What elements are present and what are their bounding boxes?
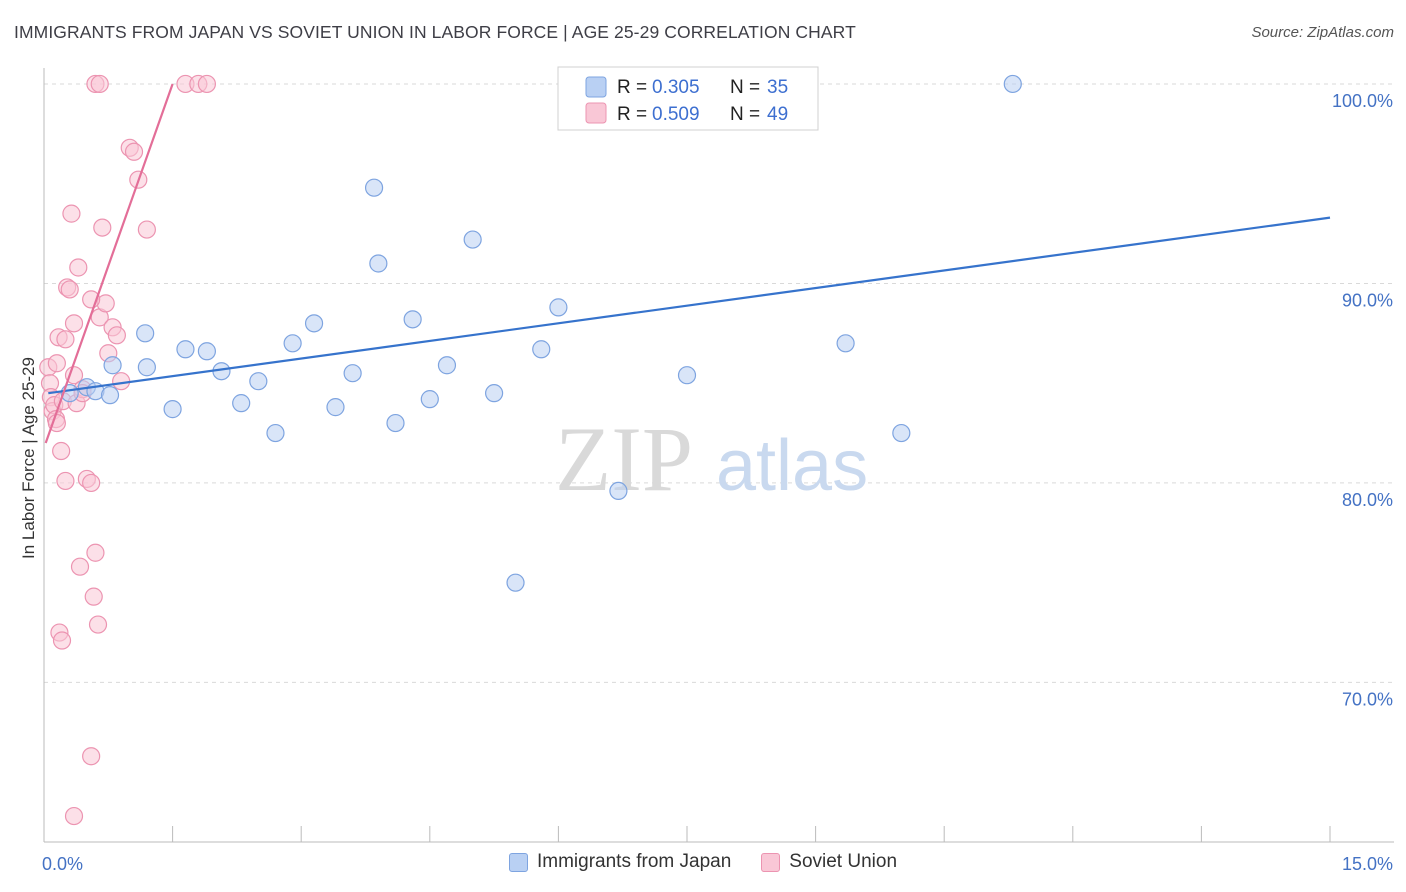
legend-n-label-soviet: N = bbox=[730, 104, 760, 125]
y-tick-labels: 100.0% 90.0% 80.0% 70.0% bbox=[1332, 91, 1393, 709]
japan-point bbox=[892, 423, 911, 443]
soviet-union-point bbox=[56, 471, 75, 491]
soviet-union-point bbox=[47, 354, 66, 373]
legend-swatch-japan-bottom bbox=[508, 852, 528, 872]
gridlines bbox=[44, 83, 1394, 683]
japan-point bbox=[609, 481, 628, 501]
japan-point bbox=[136, 324, 155, 343]
y-tick-label: 90.0% bbox=[1342, 290, 1393, 310]
watermark: ZIP atlas bbox=[555, 408, 868, 510]
japan-point bbox=[549, 298, 568, 317]
soviet-union-point bbox=[70, 557, 90, 576]
source-credit: Source: ZipAtlas.com bbox=[1251, 24, 1394, 41]
soviet-union-points bbox=[39, 74, 216, 826]
y-tick-label: 100.0% bbox=[1332, 91, 1393, 111]
legend-label-soviet: Soviet Union bbox=[789, 851, 898, 872]
soviet-union-point bbox=[124, 142, 144, 161]
legend-swatch-soviet bbox=[585, 102, 607, 124]
stats-legend: R = 0.305 N = 35 R = 0.509 N = 49 bbox=[557, 66, 819, 131]
japan-point bbox=[386, 413, 405, 433]
japan-point bbox=[266, 423, 285, 443]
soviet-union-point bbox=[64, 366, 84, 385]
legend-r-value-japan: 0.305 bbox=[652, 77, 700, 98]
soviet-union-point bbox=[82, 747, 101, 766]
soviet-union-point bbox=[90, 74, 109, 94]
japan-point bbox=[103, 356, 122, 375]
soviet-union-point bbox=[64, 806, 84, 826]
soviet-union-point bbox=[88, 615, 108, 634]
legend-label-japan: Immigrants from Japan bbox=[536, 851, 732, 872]
japan-point bbox=[100, 386, 120, 405]
soviet-union-point bbox=[60, 280, 79, 299]
legend-item-japan: Immigrants from Japan bbox=[508, 851, 732, 873]
japan-point bbox=[326, 398, 345, 417]
japan-point bbox=[463, 230, 482, 249]
japan-point bbox=[1003, 74, 1022, 94]
legend-n-value-japan: 35 bbox=[767, 77, 788, 98]
watermark-atlas: atlas bbox=[716, 426, 868, 506]
series-legend: Immigrants from Japan Soviet Union bbox=[0, 851, 1406, 873]
soviet-union-point bbox=[69, 258, 88, 277]
japan-point bbox=[420, 390, 439, 409]
legend-swatch-japan bbox=[585, 76, 607, 98]
trend-lines bbox=[44, 83, 1331, 444]
soviet-union-point bbox=[84, 587, 103, 606]
japan-point bbox=[677, 366, 697, 385]
soviet-union-point bbox=[93, 218, 112, 237]
japan-point bbox=[836, 334, 855, 353]
soviet-union-point bbox=[52, 631, 72, 650]
soviet-union-point bbox=[62, 204, 81, 223]
japan-point bbox=[283, 334, 302, 353]
japan-point bbox=[176, 340, 195, 359]
japan-point bbox=[437, 356, 457, 375]
japan-point bbox=[364, 178, 384, 197]
japan-point bbox=[249, 372, 268, 391]
japan-point bbox=[532, 340, 551, 359]
soviet-union-point bbox=[56, 330, 75, 349]
y-tick-label: 80.0% bbox=[1342, 490, 1393, 510]
japan-point bbox=[369, 254, 388, 273]
x-tick-labels: 0.0% 15.0% bbox=[42, 854, 1393, 874]
soviet-union-point bbox=[107, 326, 126, 345]
japan-point bbox=[197, 342, 216, 361]
japan-trend-line bbox=[48, 216, 1331, 395]
japan-point bbox=[304, 314, 324, 333]
legend-r-label-soviet: R = bbox=[617, 104, 647, 125]
soviet-union-point bbox=[82, 473, 101, 493]
y-tick-label: 70.0% bbox=[1342, 689, 1393, 709]
x-tick-label: 0.0% bbox=[42, 854, 83, 874]
legend-n-value-soviet: 49 bbox=[767, 104, 788, 125]
legend-r-label-japan: R = bbox=[617, 77, 647, 98]
legend-item-soviet: Soviet Union bbox=[761, 851, 897, 873]
japan-point bbox=[343, 364, 362, 383]
y-axis-label: In Labor Force | Age 25-29 bbox=[19, 357, 38, 559]
soviet-union-point bbox=[86, 543, 105, 562]
chart-title: IMMIGRANTS FROM JAPAN VS SOVIET UNION IN… bbox=[14, 22, 856, 42]
japan-point bbox=[232, 394, 251, 413]
x-tick-label: 15.0% bbox=[1342, 854, 1393, 874]
soviet-union-point bbox=[137, 220, 156, 239]
japan-point bbox=[506, 573, 525, 592]
legend-r-value-soviet: 0.509 bbox=[652, 104, 700, 125]
soviet-union-trend-line bbox=[44, 83, 174, 444]
japan-point bbox=[137, 358, 156, 377]
legend-n-label-japan: N = bbox=[730, 77, 760, 98]
soviet-union-point bbox=[64, 314, 84, 333]
legend-swatch-soviet-bottom bbox=[761, 852, 781, 872]
soviet-union-point bbox=[52, 441, 71, 461]
soviet-union-point bbox=[112, 372, 131, 391]
japan-points bbox=[60, 74, 1022, 592]
soviet-union-point bbox=[197, 74, 216, 94]
japan-point bbox=[163, 400, 182, 419]
japan-point bbox=[485, 384, 504, 403]
japan-point bbox=[403, 310, 422, 329]
axes bbox=[43, 68, 1394, 843]
